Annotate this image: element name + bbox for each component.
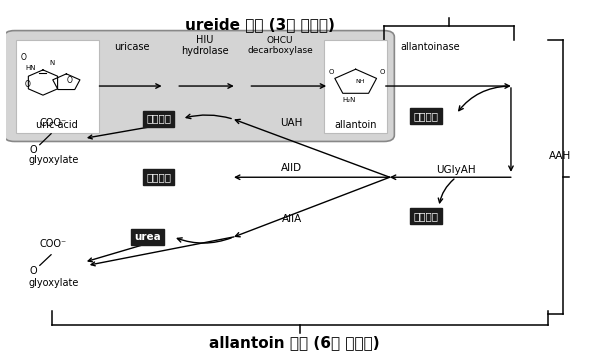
Text: AAH: AAH	[549, 151, 571, 161]
Text: N: N	[49, 60, 55, 66]
Text: OHCU
decarboxylase: OHCU decarboxylase	[247, 36, 313, 55]
FancyBboxPatch shape	[16, 40, 100, 134]
Text: 암모니아: 암모니아	[413, 111, 439, 121]
Text: allantoinase: allantoinase	[401, 43, 460, 52]
Text: 암모니아: 암모니아	[146, 113, 171, 124]
Text: O: O	[379, 69, 385, 75]
Text: HIU
hydrolase: HIU hydrolase	[181, 35, 229, 57]
Text: HN: HN	[25, 66, 35, 72]
Text: AllD: AllD	[281, 164, 302, 174]
Text: glyoxylate: glyoxylate	[28, 278, 78, 288]
Text: AllA: AllA	[282, 214, 302, 224]
Text: O: O	[67, 76, 72, 85]
Text: O: O	[20, 53, 26, 62]
Text: O: O	[25, 80, 31, 89]
Text: UGlyAH: UGlyAH	[436, 165, 476, 175]
Text: uricase: uricase	[114, 43, 150, 52]
Text: COO⁻: COO⁻	[39, 118, 67, 128]
FancyBboxPatch shape	[324, 40, 388, 134]
Text: uric acid: uric acid	[37, 120, 78, 130]
Text: allantoin 대사 (6개 유전자): allantoin 대사 (6개 유전자)	[209, 335, 380, 350]
Text: ureide 대사 (3개 유전자): ureide 대사 (3개 유전자)	[185, 18, 335, 33]
Text: H₂N: H₂N	[342, 97, 356, 103]
Text: glyoxylate: glyoxylate	[28, 155, 78, 165]
Text: UAH: UAH	[280, 118, 303, 128]
Text: O: O	[30, 145, 38, 155]
Text: O: O	[30, 266, 38, 276]
FancyBboxPatch shape	[4, 30, 395, 141]
Text: NH: NH	[355, 79, 365, 84]
Text: urea: urea	[134, 232, 161, 242]
Text: 암모니아: 암모니아	[413, 211, 439, 221]
Text: COO⁻: COO⁻	[39, 239, 67, 249]
Text: O: O	[329, 69, 334, 75]
Text: 암모니아: 암모니아	[146, 172, 171, 182]
Text: allantoin: allantoin	[335, 120, 377, 130]
